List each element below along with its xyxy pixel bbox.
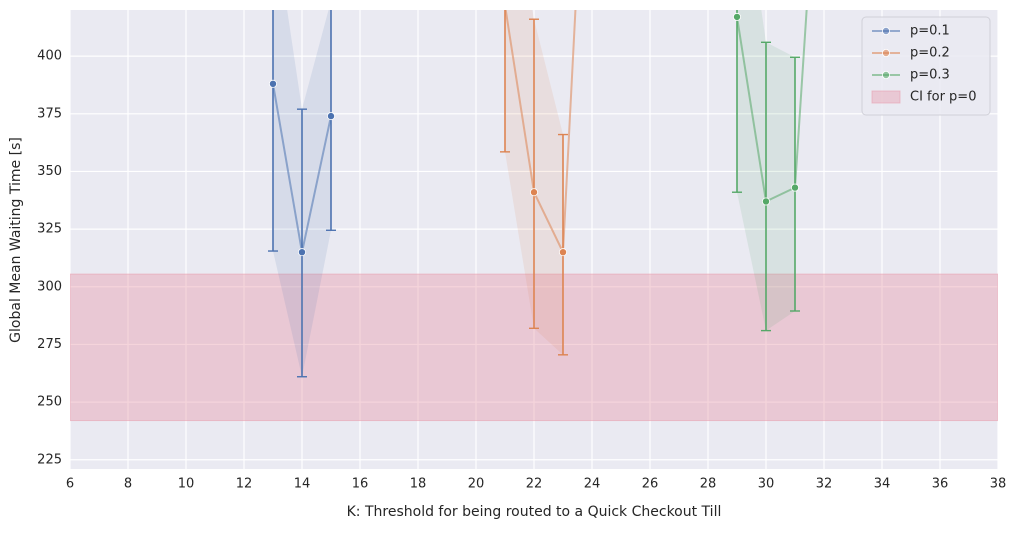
data-point	[559, 248, 568, 257]
legend-marker	[882, 26, 891, 35]
data-point	[762, 197, 771, 206]
data-point	[326, 112, 335, 121]
legend-label: p=0.3	[910, 68, 950, 83]
x-tick-label: 12	[236, 477, 253, 492]
x-tick-label: 6	[66, 477, 74, 492]
y-tick-label: 325	[37, 222, 62, 237]
x-tick-label: 22	[526, 477, 543, 492]
legend-label: CI for p=0	[910, 90, 976, 105]
series-line	[736, 10, 808, 203]
x-axis-label: K: Threshold for being routed to a Quick…	[347, 504, 722, 520]
y-tick-label: 225	[37, 452, 62, 467]
y-tick-label: 375	[37, 106, 62, 121]
x-tick-label: 24	[584, 477, 601, 492]
x-tick-label: 34	[874, 477, 891, 492]
x-tick-label: 18	[410, 477, 427, 492]
legend-label: p=0.2	[910, 46, 950, 61]
y-tick-label: 300	[37, 279, 62, 294]
data-point	[297, 248, 306, 257]
x-tick-label: 32	[816, 477, 833, 492]
y-axis-label: Global Mean Waiting Time [s]	[8, 137, 24, 343]
data-point	[733, 12, 742, 21]
x-tick-label: 8	[124, 477, 132, 492]
x-tick-label: 10	[178, 477, 195, 492]
x-tick-label: 38	[990, 477, 1007, 492]
x-tick-label: 14	[294, 477, 311, 492]
y-tick-label: 350	[37, 164, 62, 179]
y-tick-label: 250	[37, 395, 62, 410]
legend-marker	[882, 49, 891, 58]
data-point	[530, 188, 539, 197]
y-tick-label: 275	[37, 337, 62, 352]
x-tick-label: 30	[758, 477, 775, 492]
legend-patch	[871, 90, 901, 104]
x-tick-label: 26	[642, 477, 659, 492]
legend-marker	[882, 71, 891, 80]
data-point	[791, 183, 800, 192]
x-tick-label: 28	[700, 477, 717, 492]
legend-label: p=0.1	[910, 24, 950, 39]
series-line	[504, 10, 577, 253]
data-point	[501, 2, 508, 9]
x-tick-label: 16	[352, 477, 369, 492]
x-tick-label: 36	[932, 477, 949, 492]
data-point	[268, 79, 277, 88]
y-tick-label: 400	[37, 49, 62, 64]
x-tick-label: 20	[468, 477, 485, 492]
